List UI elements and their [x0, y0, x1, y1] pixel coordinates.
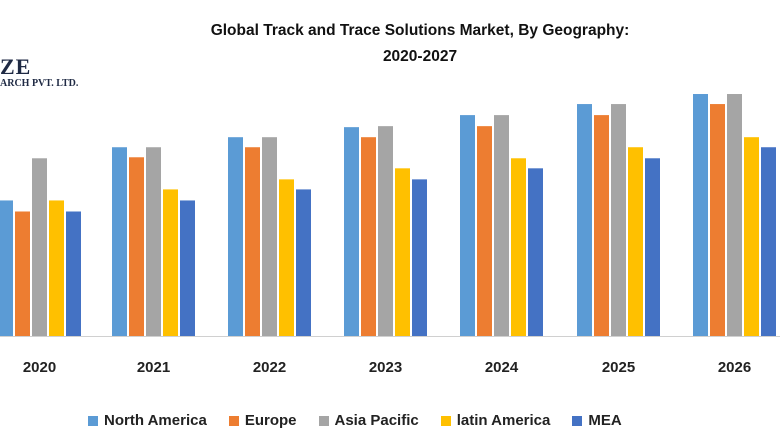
bar-2022-north-america [228, 137, 243, 336]
legend-item: North America [88, 412, 207, 429]
bar-2022-mea [296, 189, 311, 336]
legend-label: North America [104, 412, 207, 429]
bar-2026-latin-america [744, 137, 759, 336]
bar-2024-asia-pacific [494, 115, 509, 336]
x-tick-label: 2022 [253, 359, 286, 376]
legend-label: Asia Pacific [334, 412, 419, 429]
legend-swatch [572, 415, 583, 426]
bar-2020-asia-pacific [32, 158, 47, 336]
x-tick-label: 2025 [602, 359, 635, 376]
bar-2024-mea [528, 168, 543, 336]
bar-2026-asia-pacific [727, 94, 742, 336]
legend-label: latin America [456, 412, 551, 429]
x-tick-label: 2026 [718, 359, 751, 376]
chart-title: Global Track and Trace Solutions Market,… [120, 18, 720, 70]
bar-2024-europe [477, 126, 492, 336]
legend-item: Asia Pacific [318, 412, 419, 429]
chart-title-line-1: Global Track and Trace Solutions Market,… [210, 22, 630, 39]
bar-2023-asia-pacific [378, 126, 393, 336]
legend-swatch [318, 415, 329, 426]
bar-2023-europe [361, 137, 376, 336]
bar-2025-asia-pacific [611, 104, 626, 336]
bar-2022-europe [245, 147, 260, 336]
legend-item: MEA [572, 412, 622, 429]
bar-2025-europe [594, 115, 609, 336]
bar-2024-north-america [460, 115, 475, 336]
legend-swatch [88, 415, 98, 426]
chart-legend: North America Europe Asia Pacific latin Ame… [88, 412, 644, 429]
bar-2020-latin-america [49, 200, 64, 336]
legend-swatch [440, 415, 451, 426]
bar-2021-latin-america [163, 189, 178, 336]
logo-sub-text: ARCH PVT. LTD. [0, 78, 79, 89]
company-logo: ZE ARCH PVT. LTD. [0, 56, 78, 90]
bar-2020-north-america [0, 200, 13, 336]
legend-swatch [228, 415, 239, 426]
bar-2021-asia-pacific [146, 147, 161, 336]
bar-2025-mea [645, 158, 660, 336]
bar-2025-latin-america [628, 147, 643, 336]
bar-2026-mea [761, 147, 776, 336]
bar-2023-mea [412, 179, 427, 336]
bar-2022-latin-america [279, 179, 294, 336]
x-tick-label: 2021 [137, 359, 170, 376]
bar-2020-europe [15, 211, 30, 336]
logo-main-text: ZE [0, 54, 32, 79]
legend-label: MEA [588, 412, 622, 429]
legend-item: Europe [228, 412, 297, 429]
chart-title-line-2: 2020-2027 [382, 48, 458, 65]
bar-2021-europe [129, 157, 144, 336]
x-tick-label: 2020 [23, 359, 56, 376]
x-tick-label: 2023 [369, 359, 402, 376]
bar-2021-mea [180, 200, 195, 336]
legend-label: Europe [244, 412, 297, 429]
bar-2023-latin-america [395, 168, 410, 336]
bar-2024-latin-america [511, 158, 526, 336]
bar-2020-mea [66, 211, 81, 336]
bar-2022-asia-pacific [262, 137, 277, 336]
bar-2025-north-america [577, 104, 592, 336]
bar-2021-north-america [112, 147, 127, 336]
legend-item: latin America [440, 412, 551, 429]
bar-2026-europe [710, 104, 725, 336]
bar-2023-north-america [344, 127, 359, 336]
bar-2026-north-america [693, 94, 708, 336]
x-tick-label: 2024 [485, 359, 519, 376]
